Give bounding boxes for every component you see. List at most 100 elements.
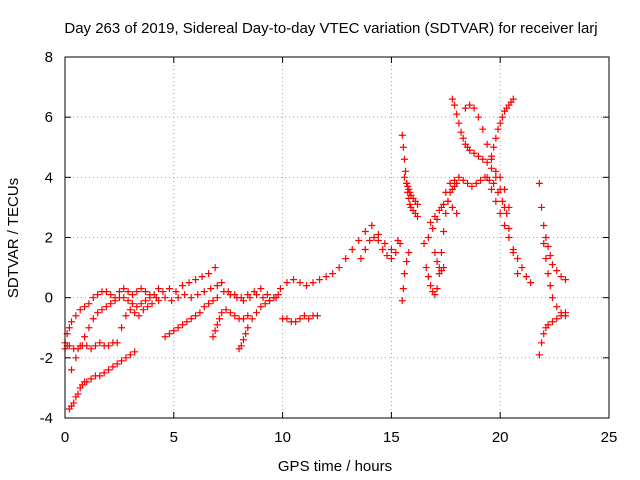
data-point — [316, 276, 324, 284]
data-point — [455, 173, 463, 181]
data-point — [483, 173, 491, 181]
data-point — [492, 197, 500, 205]
data-point — [427, 282, 435, 290]
data-point — [400, 173, 408, 181]
data-point — [120, 285, 128, 293]
data-point — [263, 291, 271, 299]
data-point — [468, 182, 476, 190]
x-axis-label: GPS time / hours — [278, 458, 392, 475]
data-point — [239, 336, 247, 344]
data-point — [261, 300, 269, 308]
data-point — [165, 285, 173, 293]
data-point — [65, 342, 73, 350]
data-point — [209, 297, 217, 305]
data-point — [396, 240, 404, 248]
data-point — [207, 285, 215, 293]
data-point — [459, 176, 467, 184]
data-point — [553, 315, 561, 323]
data-point — [68, 366, 76, 374]
data-point — [399, 143, 407, 151]
data-point — [122, 312, 130, 320]
data-point — [402, 167, 410, 175]
data-point — [274, 291, 282, 299]
data-point — [270, 294, 278, 302]
data-point — [124, 297, 132, 305]
data-point — [305, 315, 313, 323]
data-point — [457, 128, 465, 136]
data-point — [96, 372, 104, 380]
data-point — [126, 351, 134, 359]
data-point — [335, 264, 343, 272]
data-point — [368, 221, 376, 229]
data-point — [124, 288, 132, 296]
data-point — [546, 252, 554, 260]
data-point — [113, 339, 121, 347]
data-point — [498, 197, 506, 205]
data-point — [218, 279, 226, 287]
x-tick-label: 10 — [274, 429, 291, 446]
data-point — [98, 306, 106, 314]
data-point — [398, 297, 406, 305]
data-point — [137, 300, 145, 308]
data-point — [406, 200, 414, 208]
data-point — [446, 179, 454, 187]
data-point — [387, 255, 395, 263]
data-point — [544, 243, 552, 251]
data-point — [226, 309, 234, 317]
data-point — [548, 294, 556, 302]
data-point — [187, 315, 195, 323]
data-point — [161, 333, 169, 341]
data-point — [538, 339, 546, 347]
data-point — [414, 200, 422, 208]
data-point — [431, 291, 439, 299]
data-point — [400, 155, 408, 163]
data-point — [72, 354, 80, 362]
data-point — [451, 176, 459, 184]
data-point — [246, 294, 254, 302]
data-point — [492, 167, 500, 175]
data-point — [292, 318, 300, 326]
data-point — [542, 234, 550, 241]
data-point — [242, 330, 250, 338]
data-points — [61, 95, 569, 413]
data-point — [128, 300, 136, 308]
data-point — [496, 209, 504, 217]
data-point — [422, 264, 430, 272]
data-point — [111, 297, 119, 305]
data-point — [213, 282, 221, 290]
data-point — [483, 158, 491, 166]
data-point — [142, 297, 150, 305]
data-point — [155, 297, 163, 305]
data-point — [128, 291, 136, 299]
data-point — [237, 342, 245, 350]
data-point — [172, 288, 180, 296]
data-point — [209, 333, 217, 341]
data-point — [252, 291, 260, 299]
data-point — [72, 312, 80, 320]
data-point — [322, 273, 330, 281]
data-point — [170, 327, 178, 335]
data-point — [296, 315, 304, 323]
data-point — [442, 209, 450, 217]
data-point — [148, 300, 156, 308]
data-point — [115, 288, 123, 296]
data-point — [503, 209, 511, 217]
data-point — [453, 110, 461, 118]
data-point — [91, 342, 99, 350]
data-point — [185, 279, 193, 287]
data-point — [540, 240, 548, 248]
data-point — [303, 282, 311, 290]
data-point — [490, 179, 498, 187]
data-point — [431, 212, 439, 220]
data-point — [455, 119, 463, 127]
data-point — [553, 303, 561, 311]
data-point — [107, 291, 115, 299]
data-point — [329, 270, 337, 278]
plot-frame — [64, 56, 610, 419]
data-point — [146, 294, 154, 302]
data-point — [296, 279, 304, 287]
data-point — [283, 315, 291, 323]
data-point — [403, 258, 411, 266]
data-point — [205, 270, 213, 278]
data-point — [374, 237, 382, 245]
